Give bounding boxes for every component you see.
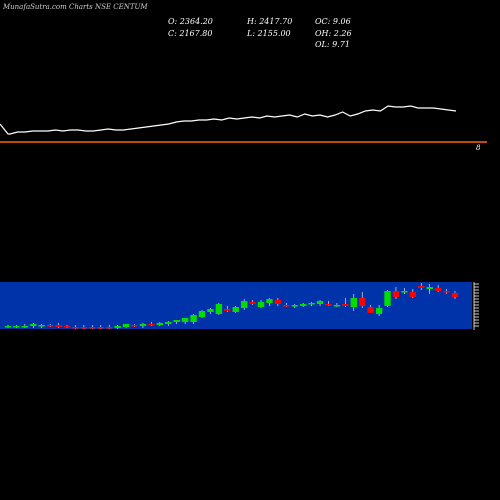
candle-body (443, 291, 450, 293)
candle-body (291, 305, 298, 307)
candle-body (13, 326, 20, 328)
candle-body (308, 303, 315, 305)
candle-body (426, 287, 433, 289)
candle-body (342, 304, 349, 306)
candle-body (198, 311, 206, 317)
candle-body (232, 307, 239, 312)
price-line (0, 105, 457, 135)
candle-body (434, 288, 442, 291)
candle-body (299, 304, 307, 306)
candle-body (72, 327, 79, 329)
candle-body (384, 291, 391, 306)
candle-body (38, 325, 45, 327)
candle-body (240, 301, 248, 308)
candle-body (375, 308, 383, 314)
candle-body (21, 326, 29, 328)
candlestick-panel (0, 282, 472, 329)
candle-body (106, 327, 113, 329)
candle-body (409, 292, 417, 297)
candle-body (333, 305, 341, 307)
oc-label: OC: 9.06 (315, 17, 351, 26)
low-label: L: 2155.00 (247, 29, 291, 38)
high-label: H: 2417.70 (247, 17, 293, 26)
candle-body (89, 327, 96, 329)
candle-body (266, 299, 273, 303)
candle-body (181, 318, 189, 322)
candle-body (283, 305, 290, 307)
candle-body (367, 307, 374, 313)
candle-body (114, 326, 121, 328)
candle-body (4, 326, 12, 328)
candle-body (139, 324, 147, 326)
candle-body (274, 300, 282, 304)
close-label: C: 2167.80 (168, 29, 213, 38)
candle-body (350, 298, 357, 307)
candle-body (249, 302, 256, 304)
watermark: MunafaSutra.com Charts NSE CENTUM (3, 3, 148, 11)
candle-body (80, 327, 88, 329)
candle-body (392, 291, 400, 297)
candle-body (55, 325, 62, 327)
candle-body (46, 325, 54, 327)
candle-body (190, 315, 197, 322)
candle-body (173, 320, 180, 322)
candle-body (97, 327, 104, 329)
candle-body (418, 286, 425, 288)
candle-body (401, 291, 408, 293)
candle-body (131, 325, 138, 327)
candle-body (63, 326, 71, 328)
candle-body (215, 304, 223, 314)
candlestick-series (4, 283, 459, 329)
oh-label: OH: 2.26 (315, 29, 352, 38)
ol-label: OL: 9.71 (315, 40, 350, 49)
candle-body (165, 322, 172, 324)
candle-body (257, 302, 265, 307)
open-label: O: 2364.20 (168, 17, 213, 26)
level-marker-label: 8 (476, 144, 481, 152)
candle-body (325, 304, 332, 306)
candle-body (359, 298, 366, 306)
candle-body (122, 324, 130, 327)
candle-body (451, 293, 459, 297)
candle-body (224, 309, 231, 311)
candle-body (207, 309, 214, 312)
price-scale (473, 282, 479, 330)
candle-body (148, 324, 155, 326)
candle-body (316, 301, 324, 304)
candle-body (30, 324, 37, 326)
price-line-series (0, 105, 457, 135)
candle-body (156, 323, 164, 325)
